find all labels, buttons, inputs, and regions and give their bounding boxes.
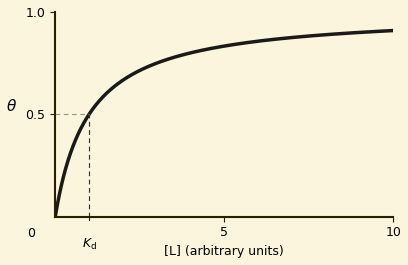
- Y-axis label: θ: θ: [7, 99, 16, 114]
- Text: 0: 0: [27, 227, 35, 240]
- X-axis label: [L] (arbitrary units): [L] (arbitrary units): [164, 245, 284, 258]
- Text: $K_\mathrm{d}$: $K_\mathrm{d}$: [82, 237, 97, 252]
